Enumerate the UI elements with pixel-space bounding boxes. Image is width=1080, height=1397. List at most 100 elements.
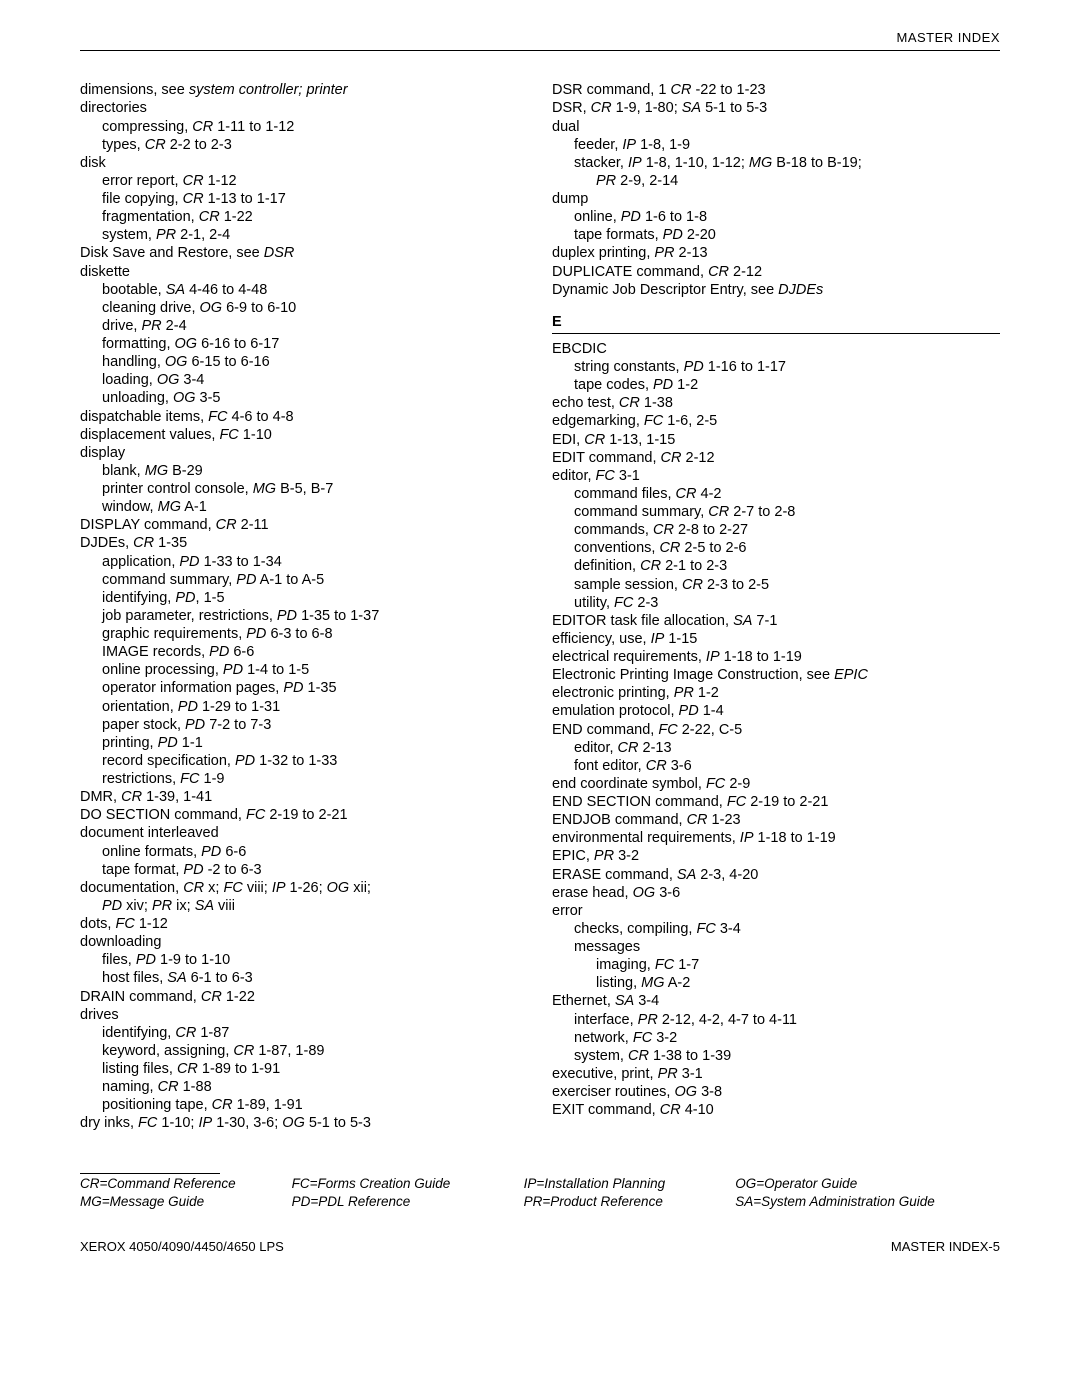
page-container: MASTER INDEX dimensions, see system cont… xyxy=(0,0,1080,1296)
index-entry: documentation, CR x; FC viii; IP 1-26; O… xyxy=(80,879,528,897)
index-entry: display xyxy=(80,444,528,462)
section-letter-e: E xyxy=(552,313,1000,331)
footer-left: XEROX 4050/4090/4450/4650 LPS xyxy=(80,1239,284,1255)
index-entry: editor, FC 3-1 xyxy=(552,467,1000,485)
index-entry: drive, PR 2-4 xyxy=(80,317,528,335)
index-entry: PD xiv; PR ix; SA viii xyxy=(80,897,528,915)
index-entry: application, PD 1-33 to 1-34 xyxy=(80,553,528,571)
index-entry: host files, SA 6-1 to 6-3 xyxy=(80,969,528,987)
index-entry: orientation, PD 1-29 to 1-31 xyxy=(80,698,528,716)
index-entry: bootable, SA 4-46 to 4-48 xyxy=(80,281,528,299)
index-entry: duplex printing, PR 2-13 xyxy=(552,244,1000,262)
footer-right: MASTER INDEX-5 xyxy=(891,1239,1000,1255)
index-entry: files, PD 1-9 to 1-10 xyxy=(80,951,528,969)
legend-item: CR=Command Reference xyxy=(80,1176,284,1193)
index-entry: Dynamic Job Descriptor Entry, see DJDEs xyxy=(552,281,1000,299)
index-entry: commands, CR 2-8 to 2-27 xyxy=(552,521,1000,539)
legend-item: SA=System Administration Guide xyxy=(735,1194,1000,1211)
index-entry: types, CR 2-2 to 2-3 xyxy=(80,136,528,154)
index-entry: dots, FC 1-12 xyxy=(80,915,528,933)
index-entry: checks, compiling, FC 3-4 xyxy=(552,920,1000,938)
index-entry: echo test, CR 1-38 xyxy=(552,394,1000,412)
footer: XEROX 4050/4090/4450/4650 LPS MASTER IND… xyxy=(80,1239,1000,1255)
index-entry: executive, print, PR 3-1 xyxy=(552,1065,1000,1083)
index-entry: exerciser routines, OG 3-8 xyxy=(552,1083,1000,1101)
index-entry: definition, CR 2-1 to 2-3 xyxy=(552,557,1000,575)
index-entry: Disk Save and Restore, see DSR xyxy=(80,244,528,262)
index-entry: restrictions, FC 1-9 xyxy=(80,770,528,788)
index-entry: EDIT command, CR 2-12 xyxy=(552,449,1000,467)
index-entry: online formats, PD 6-6 xyxy=(80,843,528,861)
index-entry: END SECTION command, FC 2-19 to 2-21 xyxy=(552,793,1000,811)
index-entry: efficiency, use, IP 1-15 xyxy=(552,630,1000,648)
right-top-block: DSR command, 1 CR -22 to 1-23DSR, CR 1-9… xyxy=(552,81,1000,299)
index-entry: sample session, CR 2-3 to 2-5 xyxy=(552,576,1000,594)
index-entry: interface, PR 2-12, 4-2, 4-7 to 4-11 xyxy=(552,1011,1000,1029)
index-entry: handling, OG 6-15 to 6-16 xyxy=(80,353,528,371)
index-entry: feeder, IP 1-8, 1-9 xyxy=(552,136,1000,154)
right-e-block: EBCDICstring constants, PD 1-16 to 1-17t… xyxy=(552,340,1000,1119)
index-entry: dump xyxy=(552,190,1000,208)
index-entry: file copying, CR 1-13 to 1-17 xyxy=(80,190,528,208)
index-entry: online processing, PD 1-4 to 1-5 xyxy=(80,661,528,679)
index-entry: compressing, CR 1-11 to 1-12 xyxy=(80,118,528,136)
header-rule xyxy=(80,50,1000,51)
index-entry: printing, PD 1-1 xyxy=(80,734,528,752)
index-entry: directories xyxy=(80,99,528,117)
index-entry: disk xyxy=(80,154,528,172)
index-entry: DUPLICATE command, CR 2-12 xyxy=(552,263,1000,281)
index-entry: naming, CR 1-88 xyxy=(80,1078,528,1096)
index-entry: ENDJOB command, CR 1-23 xyxy=(552,811,1000,829)
index-entry: dry inks, FC 1-10; IP 1-30, 3-6; OG 5-1 … xyxy=(80,1114,528,1132)
index-entry: document interleaved xyxy=(80,824,528,842)
index-entry: dual xyxy=(552,118,1000,136)
index-entry: environmental requirements, IP 1-18 to 1… xyxy=(552,829,1000,847)
index-entry: operator information pages, PD 1-35 xyxy=(80,679,528,697)
index-entry: positioning tape, CR 1-89, 1-91 xyxy=(80,1096,528,1114)
index-entry: command summary, PD A-1 to A-5 xyxy=(80,571,528,589)
index-entry: listing, MG A-2 xyxy=(552,974,1000,992)
index-entry: unloading, OG 3-5 xyxy=(80,389,528,407)
index-entry: EPIC, PR 3-2 xyxy=(552,847,1000,865)
index-entry: utility, FC 2-3 xyxy=(552,594,1000,612)
index-entry: messages xyxy=(552,938,1000,956)
index-entry: conventions, CR 2-5 to 2-6 xyxy=(552,539,1000,557)
index-entry: system, CR 1-38 to 1-39 xyxy=(552,1047,1000,1065)
index-entry: Ethernet, SA 3-4 xyxy=(552,992,1000,1010)
index-entry: blank, MG B-29 xyxy=(80,462,528,480)
index-entry: tape codes, PD 1-2 xyxy=(552,376,1000,394)
index-entry: DMR, CR 1-39, 1-41 xyxy=(80,788,528,806)
index-entry: END command, FC 2-22, C-5 xyxy=(552,721,1000,739)
index-entry: IMAGE records, PD 6-6 xyxy=(80,643,528,661)
index-entry: window, MG A-1 xyxy=(80,498,528,516)
index-entry: electrical requirements, IP 1-18 to 1-19 xyxy=(552,648,1000,666)
index-entry: tape format, PD -2 to 6-3 xyxy=(80,861,528,879)
index-entry: command files, CR 4-2 xyxy=(552,485,1000,503)
legend-item: IP=Installation Planning xyxy=(524,1176,728,1193)
legend: CR=Command Reference FC=Forms Creation Gu… xyxy=(80,1176,1000,1212)
index-entry: identifying, CR 1-87 xyxy=(80,1024,528,1042)
index-entry: PR 2-9, 2-14 xyxy=(552,172,1000,190)
index-entry: string constants, PD 1-16 to 1-17 xyxy=(552,358,1000,376)
index-entry: system, PR 2-1, 2-4 xyxy=(80,226,528,244)
index-entry: graphic requirements, PD 6-3 to 6-8 xyxy=(80,625,528,643)
index-entry: EXIT command, CR 4-10 xyxy=(552,1101,1000,1119)
index-entry: online, PD 1-6 to 1-8 xyxy=(552,208,1000,226)
legend-item: FC=Forms Creation Guide xyxy=(292,1176,516,1193)
index-entry: imaging, FC 1-7 xyxy=(552,956,1000,974)
index-entry: network, FC 3-2 xyxy=(552,1029,1000,1047)
index-entry: command summary, CR 2-7 to 2-8 xyxy=(552,503,1000,521)
index-entry: DSR command, 1 CR -22 to 1-23 xyxy=(552,81,1000,99)
index-entry: downloading xyxy=(80,933,528,951)
index-entry: identifying, PD, 1-5 xyxy=(80,589,528,607)
index-columns: dimensions, see system controller; print… xyxy=(80,81,1000,1132)
index-entry: fragmentation, CR 1-22 xyxy=(80,208,528,226)
section-rule-e xyxy=(552,333,1000,334)
legend-item: PR=Product Reference xyxy=(524,1194,728,1211)
legend-item: OG=Operator Guide xyxy=(735,1176,1000,1193)
index-entry: end coordinate symbol, FC 2-9 xyxy=(552,775,1000,793)
index-entry: ERASE command, SA 2-3, 4-20 xyxy=(552,866,1000,884)
index-entry: drives xyxy=(80,1006,528,1024)
index-entry: printer control console, MG B-5, B-7 xyxy=(80,480,528,498)
index-entry: EDI, CR 1-13, 1-15 xyxy=(552,431,1000,449)
